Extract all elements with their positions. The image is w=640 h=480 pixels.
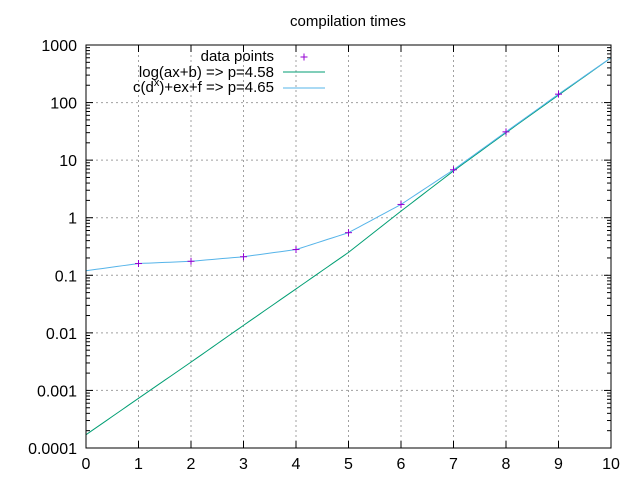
x-tick-label: 4 (292, 456, 301, 473)
data-point (502, 128, 510, 136)
x-tick-label: 0 (82, 456, 91, 473)
legend: data points log(ax+b) => p=4.58 c(dx)+ex… (133, 48, 325, 96)
y-axis-ticks: 0.0001 0.001 0.01 0.1 1 10 100 1000 (28, 38, 611, 458)
curve-1 (85, 57, 612, 436)
legend-label-exp-fit: c(dx)+ex+f => p=4.65 (133, 77, 274, 96)
grid (86, 45, 611, 448)
legend-marker-data-points (300, 53, 308, 61)
data-point (555, 90, 562, 98)
x-tick-label: 5 (344, 456, 353, 473)
data-point (345, 229, 352, 237)
x-tick-label: 7 (449, 456, 458, 473)
data-point (397, 200, 405, 208)
data-points (135, 90, 562, 268)
x-tick-label: 1 (134, 456, 143, 473)
data-point (450, 166, 457, 174)
y-tick-label: 0.001 (37, 383, 77, 400)
y-tick-label: 0.01 (46, 326, 77, 343)
legend-label-exp-fit-sup: x (154, 77, 160, 89)
legend-label-data-points: data points (201, 48, 274, 65)
data-point (240, 253, 247, 261)
x-axis-ticks: 0 1 2 3 4 5 6 7 8 9 10 (82, 45, 620, 473)
data-point (135, 260, 142, 268)
x-tick-label: 3 (239, 456, 248, 473)
chart-title: compilation times (290, 13, 406, 30)
x-tick-label: 2 (187, 456, 196, 473)
x-tick-label: 9 (554, 456, 563, 473)
legend-label-log-fit: log(ax+b) => p=4.58 (139, 64, 274, 81)
legend-label-exp-fit-a: c(d (133, 79, 154, 96)
data-point (187, 257, 195, 265)
y-tick-label: 0.1 (55, 268, 77, 285)
y-tick-label: 1 (68, 211, 77, 228)
y-tick-label: 1000 (41, 38, 77, 55)
legend-label-exp-fit-b: )+ex+f => p=4.65 (159, 79, 274, 96)
x-tick-label: 10 (602, 456, 620, 473)
y-tick-label: 10 (59, 153, 77, 170)
y-tick-label: 0.0001 (28, 441, 77, 458)
x-tick-label: 6 (397, 456, 406, 473)
x-tick-label: 8 (502, 456, 511, 473)
data-point (292, 246, 300, 254)
y-tick-label: 100 (50, 96, 77, 113)
